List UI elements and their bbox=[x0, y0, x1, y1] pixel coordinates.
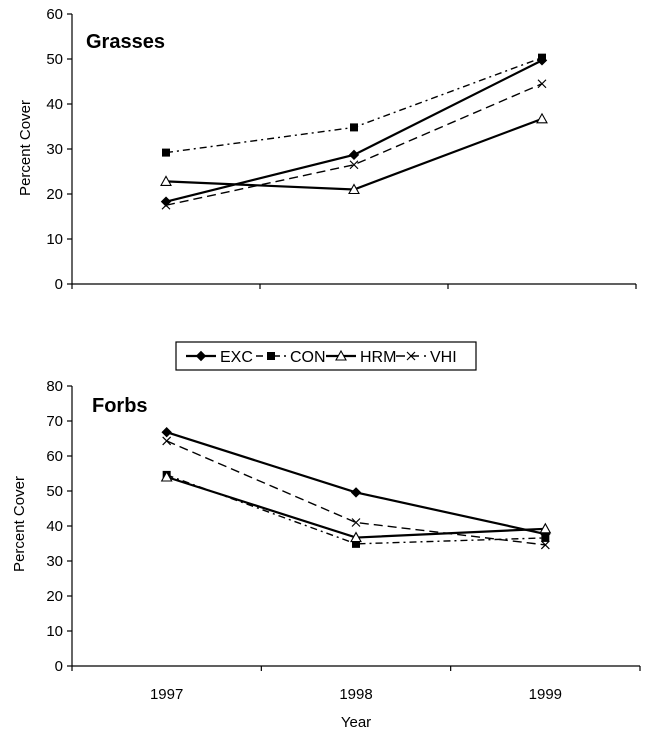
legend-marker-hrm bbox=[335, 349, 347, 361]
forbs-y-tick-label: 0 bbox=[55, 658, 63, 675]
grasses-point-vhi bbox=[537, 79, 547, 89]
forbs-y-axis-title: Percent Cover bbox=[11, 476, 28, 572]
forbs-point-hrm bbox=[160, 470, 173, 482]
forbs-x-tick-label: 1998 bbox=[339, 686, 372, 703]
forbs-y-tick-label: 50 bbox=[46, 483, 63, 500]
legend: EXC CON HRM VHI bbox=[175, 341, 477, 371]
legend-label-vhi: VHI bbox=[430, 349, 457, 366]
grasses-point-con bbox=[162, 148, 170, 157]
forbs-y-tick-label: 80 bbox=[46, 378, 63, 395]
forbs-y-tick-label: 70 bbox=[46, 413, 63, 430]
grasses-panel: Grasses Percent Cover 0 10 20 30 40 50 60 bbox=[17, 6, 637, 293]
grasses-point-exc bbox=[160, 196, 172, 207]
grasses-panel-title: Grasses bbox=[86, 31, 165, 53]
grasses-series-line-con bbox=[165, 56, 543, 154]
forbs-y-tick-label: 60 bbox=[46, 448, 63, 465]
legend-label-con: CON bbox=[290, 349, 326, 366]
forbs-x-tick-label: 1997 bbox=[150, 686, 183, 703]
legend-label-hrm: HRM bbox=[360, 349, 396, 366]
forbs-panel: Forbs Percent Cover Year 0 10 20 30 40 50 60 70… bbox=[11, 378, 641, 731]
grasses-point-hrm bbox=[536, 112, 548, 124]
forbs-y-tick-label: 30 bbox=[46, 553, 63, 570]
grasses-point-vhi bbox=[349, 160, 359, 170]
forbs-y-tick-label: 20 bbox=[46, 588, 63, 605]
forbs-series-line-con bbox=[166, 474, 546, 545]
forbs-x-tick-label: 1999 bbox=[529, 686, 562, 703]
legend-marker-exc bbox=[195, 350, 207, 362]
forbs-point-hrm bbox=[350, 531, 362, 543]
grasses-y-tick-label: 30 bbox=[46, 141, 63, 158]
grasses-y-tick-label: 50 bbox=[46, 51, 63, 68]
grasses-y-tick-label: 10 bbox=[46, 231, 63, 248]
grasses-y-tick-label: 20 bbox=[46, 186, 63, 203]
forbs-point-vhi bbox=[162, 436, 172, 446]
grasses-point-exc bbox=[348, 149, 360, 161]
forbs-y-tick-label: 10 bbox=[46, 623, 63, 640]
forbs-series-line-hrm bbox=[166, 475, 546, 539]
forbs-y-tick-label: 40 bbox=[46, 518, 63, 535]
grasses-y-axis-title: Percent Cover bbox=[17, 100, 34, 196]
grasses-y-tick-label: 0 bbox=[55, 276, 63, 293]
forbs-series-line-exc bbox=[166, 431, 546, 536]
forbs-x-axis-title: Year bbox=[341, 714, 371, 731]
legend-label-exc: EXC bbox=[220, 349, 253, 366]
legend-marker-con bbox=[267, 352, 275, 360]
forbs-point-vhi bbox=[540, 540, 550, 550]
forbs-panel-title: Forbs bbox=[92, 395, 148, 417]
grasses-y-tick-label: 60 bbox=[46, 6, 63, 23]
grasses-point-hrm bbox=[160, 175, 172, 186]
legend-marker-vhi bbox=[406, 351, 416, 361]
forbs-point-exc bbox=[161, 426, 172, 438]
grasses-series-line-vhi bbox=[165, 83, 543, 206]
grasses-point-con bbox=[538, 53, 546, 62]
grasses-point-vhi bbox=[161, 200, 171, 210]
forbs-point-hrm bbox=[539, 522, 552, 534]
grasses-point-hrm bbox=[348, 183, 360, 195]
forbs-point-con bbox=[352, 539, 360, 548]
forbs-point-vhi bbox=[351, 518, 361, 527]
forbs-point-exc bbox=[350, 487, 362, 498]
grasses-point-con bbox=[350, 123, 358, 132]
grasses-y-tick-label: 40 bbox=[46, 96, 63, 113]
forbs-point-con bbox=[541, 533, 550, 542]
